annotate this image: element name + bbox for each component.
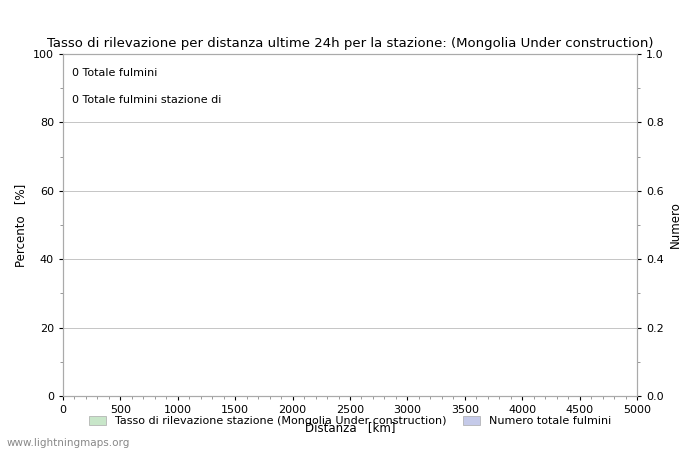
- Y-axis label: Percento   [%]: Percento [%]: [15, 184, 27, 266]
- Text: 0 Totale fulmini: 0 Totale fulmini: [71, 68, 157, 78]
- Title: Tasso di rilevazione per distanza ultime 24h per la stazione: (Mongolia Under co: Tasso di rilevazione per distanza ultime…: [47, 37, 653, 50]
- Text: 0 Totale fulmini stazione di: 0 Totale fulmini stazione di: [71, 95, 221, 105]
- Text: www.lightningmaps.org: www.lightningmaps.org: [7, 438, 130, 448]
- Y-axis label: Numero: Numero: [669, 202, 682, 248]
- X-axis label: Distanza   [km]: Distanza [km]: [304, 421, 395, 434]
- Legend: Tasso di rilevazione stazione (Mongolia Under construction), Numero totale fulmi: Tasso di rilevazione stazione (Mongolia …: [85, 412, 615, 431]
